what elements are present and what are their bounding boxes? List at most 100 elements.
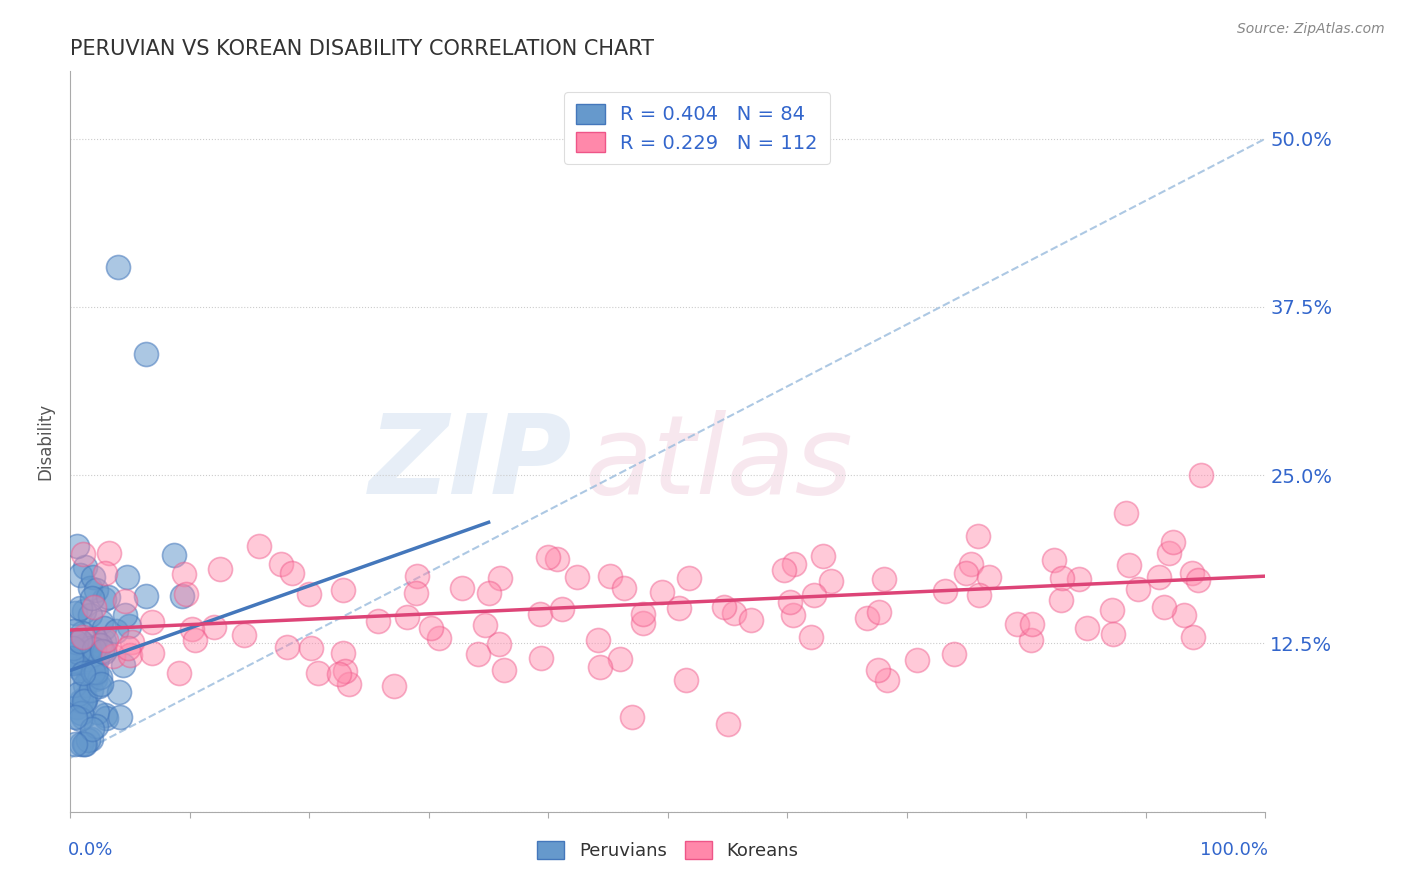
Point [60,655,83,669]
Point [1153,600,1175,615]
Point [70,625,93,640]
Point [586,632,609,647]
Point [281,566,304,580]
Point [723,606,745,620]
Point [82,665,104,680]
Point [135,347,157,361]
Point [530,650,553,665]
Point [820,574,842,588]
Point [94,566,117,580]
Point [173,567,195,582]
Point [121,634,143,648]
Point [633,615,655,630]
Point [678,571,700,585]
Point [1181,566,1204,580]
Text: 0.0%: 0.0% [67,841,114,859]
Text: ZIP: ZIP [368,410,572,517]
Point [93,621,115,635]
Point [494,663,516,677]
Point [114,593,136,607]
Point [63,710,86,724]
Point [169,665,191,680]
Point [1157,546,1180,560]
Point [94,632,117,647]
Point [66,700,89,714]
Point [98,546,121,560]
Point [613,581,636,595]
Point [83,600,105,615]
Point [301,640,323,655]
Point [73,694,96,708]
Point [298,587,321,601]
Point [89,638,111,652]
Point [868,663,890,677]
Point [1187,573,1209,587]
Point [337,677,360,691]
Point [65,635,87,649]
Point [478,586,501,600]
Point [609,652,631,666]
Point [89,670,111,684]
Point [740,613,762,627]
Point [112,657,135,672]
Point [396,610,419,624]
Point [93,633,115,648]
Point [80,723,103,737]
Point [72,604,94,618]
Point [90,615,112,629]
Point [876,673,898,687]
Point [72,710,94,724]
Point [60,651,83,665]
Point [90,644,112,658]
Point [62,678,84,692]
Point [83,632,105,647]
Point [118,648,141,662]
Point [63,738,86,752]
Point [1049,592,1071,607]
Point [782,607,804,622]
Point [76,651,98,665]
Point [233,628,256,642]
Point [93,645,115,659]
Point [62,640,84,655]
Point [73,690,96,705]
Point [69,567,91,582]
Point [174,587,197,601]
Point [94,711,117,725]
Point [855,610,877,624]
Point [529,607,551,621]
Point [332,646,354,660]
Point [117,640,139,655]
Point [135,589,157,603]
Point [73,738,96,752]
Point [77,732,100,747]
Point [332,582,354,597]
Point [69,738,91,752]
Point [93,708,115,723]
Point [717,717,740,731]
Point [633,607,655,622]
Point [75,738,97,752]
Point [405,586,427,600]
Point [1115,506,1137,520]
Point [565,570,588,584]
Point [247,539,270,553]
Point [69,633,91,648]
Point [1019,633,1042,648]
Point [84,667,107,681]
Point [83,641,105,656]
Point [467,647,489,661]
Point [70,694,93,708]
Point [977,570,1000,584]
Point [1005,616,1028,631]
Point [276,640,298,655]
Point [427,631,450,645]
Point [66,539,89,553]
Point [66,687,89,701]
Point [1189,468,1212,483]
Point [77,641,100,656]
Point [86,705,108,719]
Point [118,619,141,633]
Point [546,551,568,566]
Point [905,653,928,667]
